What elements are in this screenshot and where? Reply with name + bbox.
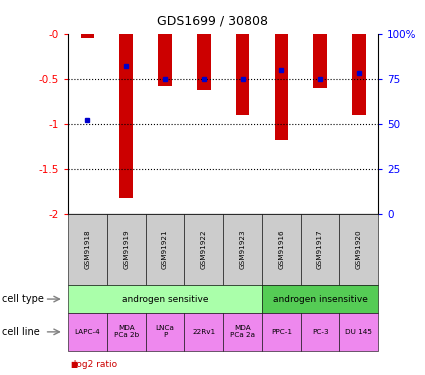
Text: LNCa
P: LNCa P bbox=[156, 326, 174, 338]
Bar bbox=[313, 34, 327, 88]
Text: PC-3: PC-3 bbox=[312, 329, 329, 335]
Text: cell type: cell type bbox=[2, 294, 44, 304]
Bar bbox=[197, 34, 210, 90]
Text: 22Rv1: 22Rv1 bbox=[192, 329, 215, 335]
Text: PPC-1: PPC-1 bbox=[271, 329, 292, 335]
Text: GSM91917: GSM91917 bbox=[317, 230, 323, 269]
Text: MDA
PCa 2b: MDA PCa 2b bbox=[113, 326, 139, 338]
Text: GSM91919: GSM91919 bbox=[123, 230, 129, 269]
Text: GSM91918: GSM91918 bbox=[85, 230, 91, 269]
Text: GSM91916: GSM91916 bbox=[278, 230, 284, 269]
Text: GSM91922: GSM91922 bbox=[201, 230, 207, 269]
Text: LAPC-4: LAPC-4 bbox=[74, 329, 100, 335]
Text: GSM91920: GSM91920 bbox=[356, 230, 362, 269]
Text: GSM91923: GSM91923 bbox=[240, 230, 246, 269]
Bar bbox=[81, 34, 94, 38]
Text: MDA
PCa 2a: MDA PCa 2a bbox=[230, 326, 255, 338]
Bar bbox=[119, 34, 133, 198]
Bar bbox=[275, 34, 288, 140]
Text: GDS1699 / 30808: GDS1699 / 30808 bbox=[157, 15, 268, 28]
Text: ■: ■ bbox=[70, 360, 77, 369]
Text: androgen insensitive: androgen insensitive bbox=[273, 295, 368, 304]
Text: cell line: cell line bbox=[2, 327, 40, 337]
Text: GSM91921: GSM91921 bbox=[162, 230, 168, 269]
Text: log2 ratio: log2 ratio bbox=[68, 360, 117, 369]
Bar bbox=[236, 34, 249, 115]
Text: androgen sensitive: androgen sensitive bbox=[122, 295, 208, 304]
Bar bbox=[352, 34, 366, 115]
Text: DU 145: DU 145 bbox=[346, 329, 372, 335]
Bar bbox=[158, 34, 172, 86]
